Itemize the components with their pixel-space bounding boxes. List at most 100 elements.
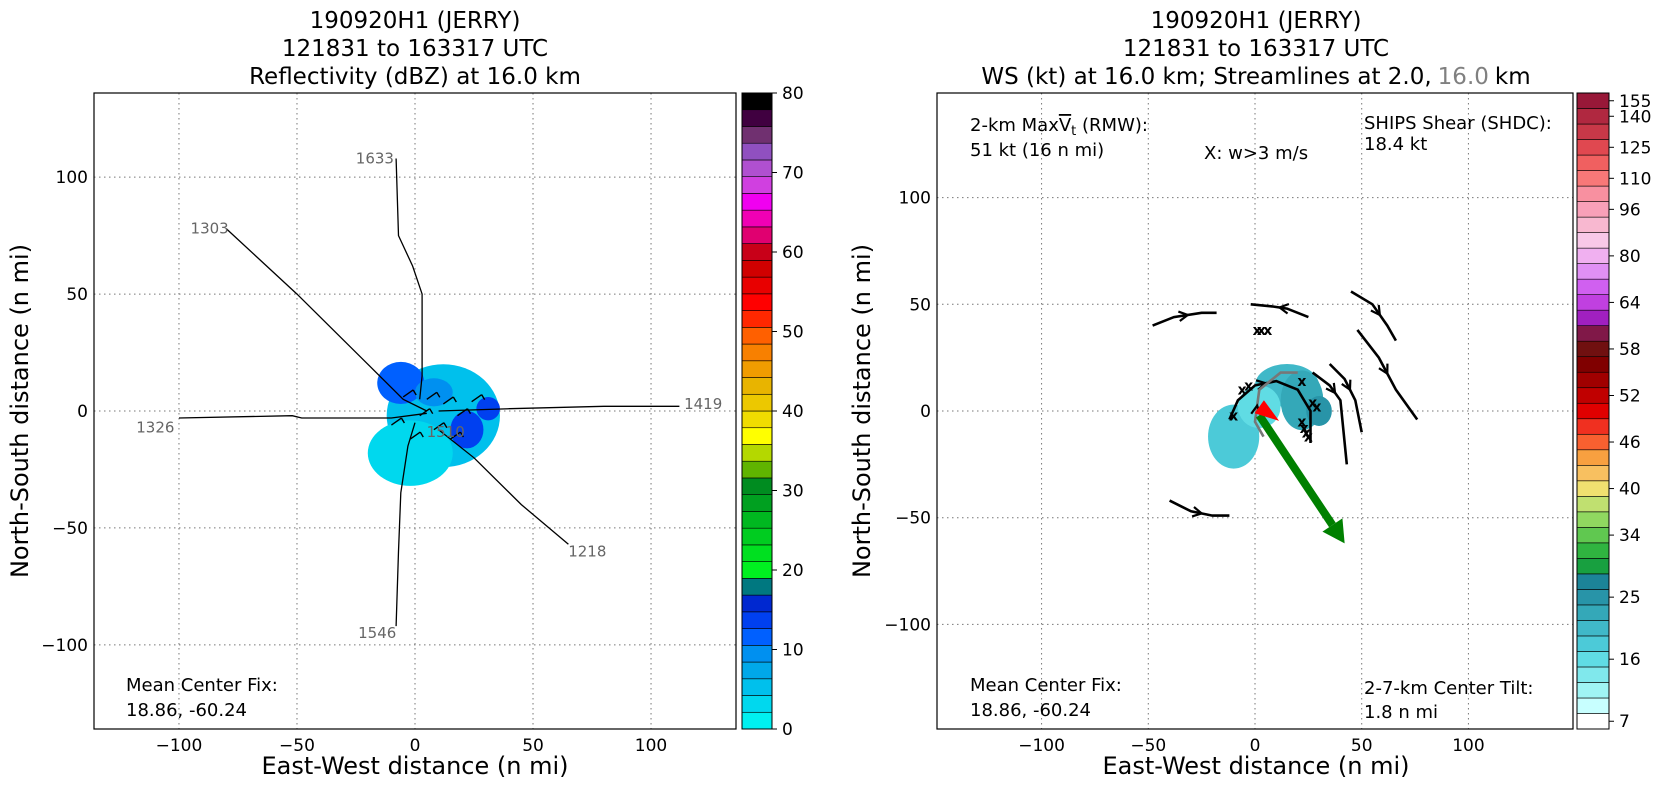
wind-speed-colorbar-tick-12: 125: [1619, 138, 1651, 158]
wind-speed-colorbar-bin-37: [1576, 139, 1610, 156]
right-y-tick-labels: −100 −50 0 50 100: [884, 189, 931, 636]
reflectivity-colorbar-tick-1: 10: [782, 641, 804, 661]
reflectivity-colorbar-bin-24: [741, 310, 773, 328]
left-center-fix-label: Mean Center Fix:: [126, 675, 278, 696]
reflectivity-colorbar-bin-6: [741, 611, 773, 629]
reflectivity-colorbar-bin-32: [741, 176, 773, 194]
reflectivity-colorbar-bin-30: [741, 209, 773, 228]
right-y-tick-2: 0: [920, 402, 931, 422]
reflectivity-colorbar-bin-21: [741, 360, 773, 378]
wind-speed-colorbar-bin-17: [1576, 449, 1610, 466]
wind-barb-8: [471, 394, 486, 403]
left-x-tick-3: 50: [522, 736, 544, 756]
streamline-2: [1350, 290, 1398, 342]
tilt-value: 1.8 n mi: [1364, 702, 1438, 723]
streamline-7: [1228, 379, 1312, 443]
reflectivity-colorbar-bin-0: [741, 711, 773, 730]
reflectivity-colorbar-bin-13: [741, 494, 773, 512]
updraft-mark-12: x: [1229, 408, 1238, 424]
flight-track-1303: [225, 228, 428, 412]
wind-speed-colorbar-tick-13: 140: [1619, 107, 1651, 127]
left-y-tick-4: 100: [56, 168, 88, 188]
reflectivity-colorbar-bin-23: [741, 327, 773, 345]
left-title-line-3: Reflectivity (dBZ) at 16.0 km: [249, 64, 581, 90]
left-y-tick-labels: −100 −50 0 50 100: [41, 168, 88, 656]
reflectivity-colorbar-bin-37: [741, 92, 773, 111]
streamline-8: [1253, 371, 1298, 438]
right-x-tick-labels: −100 −50 0 50 100: [1018, 736, 1484, 756]
wind-speed-colorbar-bin-19: [1576, 418, 1610, 435]
track-time-label-1419: 1419: [684, 395, 722, 413]
right-title-line-3-highlight: 16.0: [1438, 64, 1489, 90]
right-title-line-3-suffix: km: [1495, 64, 1531, 90]
flight-track-1218: [438, 429, 569, 545]
max-wind-label-c: t: [1071, 124, 1076, 139]
track-time-label-1546: 1546: [358, 624, 396, 642]
wind-barb-1: [426, 391, 441, 400]
updraft-mark-3: x: [1238, 383, 1247, 399]
reflectivity-colorbar-tick-4: 40: [782, 402, 804, 422]
reflectivity-colorbar-bin-11: [741, 527, 773, 546]
left-x-tick-0: −100: [156, 736, 203, 756]
updraft-mark-1: x: [1263, 323, 1272, 339]
wind-speed-colorbar-bin-14: [1576, 496, 1610, 513]
reflectivity-colorbar-bin-17: [741, 427, 773, 445]
right-x-tick-4: 100: [1452, 736, 1484, 756]
left-x-tick-1: −50: [279, 736, 315, 756]
wind-speed-colorbar-bin-2: [1576, 682, 1610, 699]
wind-speed-colorbar-bin-27: [1576, 294, 1610, 311]
updraft-mark-6: x: [1302, 425, 1311, 441]
wind-speed-colorbar-bin-29: [1576, 263, 1610, 280]
reflectivity-colorbar-tick-5: 50: [782, 323, 804, 343]
wind-speed-colorbar-bin-7: [1576, 604, 1610, 621]
left-title-line-1: 190920H1 (JERRY): [310, 8, 521, 34]
reflectivity-colorbar-bin-27: [741, 260, 773, 278]
max-wind-label-a: 2-km Max: [970, 115, 1059, 136]
wind-speed-colorbar-bin-9: [1576, 573, 1610, 590]
track-time-label-1633: 1633: [356, 149, 394, 167]
wind-speed-colorbar-tick-4: 40: [1619, 480, 1641, 500]
wind-speed-colorbar-tick-6: 52: [1619, 386, 1641, 406]
streamline-arrow-3: [1378, 363, 1389, 376]
right-y-tick-3: 50: [909, 295, 931, 315]
wind-speed-colorbar-tick-14: 155: [1619, 92, 1651, 112]
updraft-mark-0: x: [1257, 323, 1266, 339]
reflectivity-colorbar-bin-35: [741, 126, 773, 144]
updraft-mark-8: x: [1300, 421, 1309, 437]
reflectivity-colorbar-bin-10: [741, 544, 773, 562]
wind-speed-colorbar-bin-32: [1576, 216, 1610, 233]
reflectivity-colorbar-bin-33: [741, 159, 773, 177]
wind-barb-6: [390, 417, 405, 426]
reflectivity-colorbar-tick-2: 20: [782, 561, 804, 581]
right-title-line-3-prefix: WS (kt) at 16.0 km; Streamlines at 2.0,: [981, 64, 1431, 90]
reflectivity-colorbar-bin-1: [741, 695, 773, 713]
updraft-mark-4: x: [1244, 378, 1253, 394]
reflectivity-echo-4: [476, 396, 500, 421]
wind-speed-colorbar-outline: [1576, 92, 1610, 730]
reflectivity-echo-1: [367, 420, 453, 486]
reflectivity-colorbar-bin-34: [741, 142, 773, 161]
wind-speed-colorbar-bin-18: [1576, 433, 1610, 451]
wind-speed-colorbar-bin-38: [1576, 123, 1610, 140]
wind-speed-colorbar-bin-23: [1576, 356, 1610, 373]
wind-speed-colorbar-bin-36: [1576, 154, 1610, 171]
flight-track-1633: [395, 158, 423, 400]
right-y-axis-label: North-South distance (n mi): [848, 244, 876, 578]
right-y-tick-4: 100: [899, 189, 931, 209]
reflectivity-plot-area: 1633 1303 1326 1419 1218 1546 1510: [94, 93, 736, 729]
streamline-arrow-6: [1191, 506, 1204, 518]
reflectivity-colorbar-tick-7: 70: [782, 164, 804, 184]
left-y-tick-1: −50: [52, 519, 88, 539]
wind-speed-colorbar-bin-39: [1576, 108, 1610, 125]
wind-speed-colorbar-tick-10: 96: [1619, 200, 1641, 220]
left-x-tick-labels: −100 −50 0 50 100: [156, 736, 668, 756]
flight-track-1326: [178, 412, 427, 419]
wind-speed-colorbar-bin-25: [1576, 325, 1610, 342]
right-center-fix-value: 18.86, -60.24: [970, 700, 1091, 721]
wind-barb-2: [442, 396, 457, 405]
left-title-line-2: 121831 to 163317 UTC: [282, 36, 548, 62]
wind-barb-0: [402, 389, 417, 398]
wind-speed-colorbar-bin-35: [1576, 170, 1610, 187]
